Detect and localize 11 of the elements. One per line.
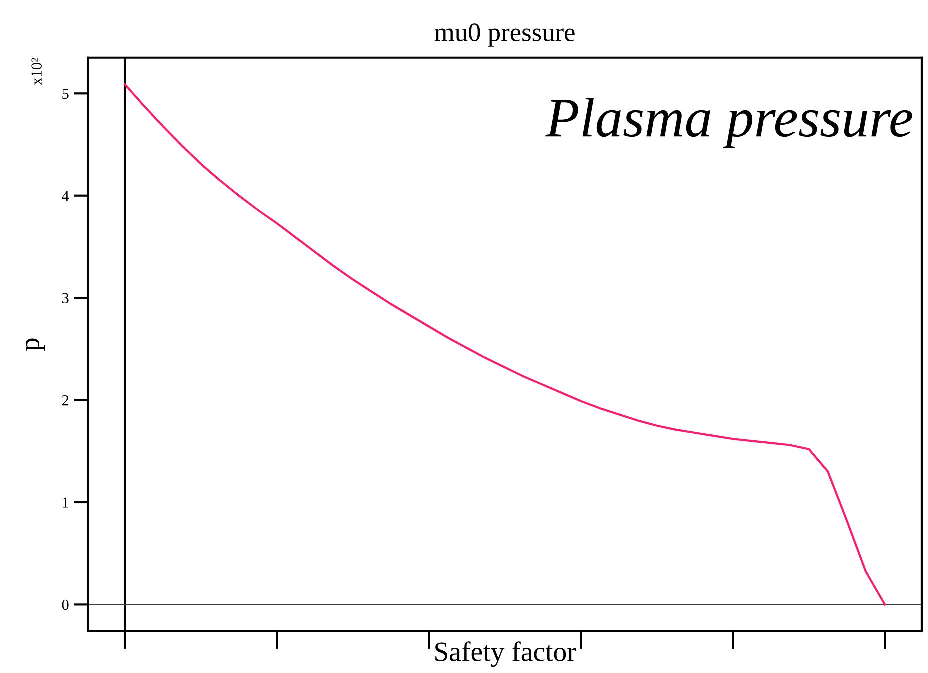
y-axis-title: p [26, 338, 46, 352]
y-tick-label: 0 [62, 600, 69, 610]
y-tick-label: 4 [62, 191, 70, 202]
y-tick-label: 3 [62, 293, 69, 304]
y-tick-label: 1 [63, 498, 68, 508]
y-tick-label: 5 [62, 88, 69, 100]
chart-title: mu0 pressure [434, 24, 575, 47]
annotation: Plasma pressure [546, 98, 912, 148]
y-tick-label: 2 [62, 395, 69, 406]
x-axis-title: Safety factor [436, 642, 576, 668]
text: x10² [32, 58, 42, 86]
